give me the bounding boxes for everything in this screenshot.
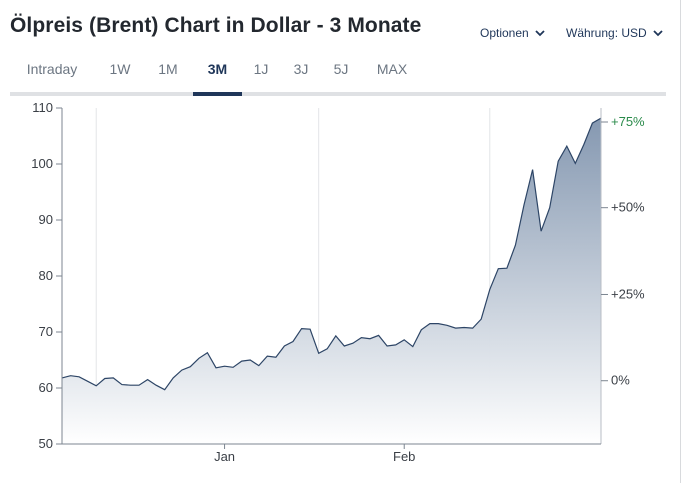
right-tick-label: 0% (611, 373, 630, 388)
y-tick-label: 110 (32, 100, 53, 115)
frame-border (680, 0, 681, 483)
tab-5j[interactable]: 5J (333, 61, 349, 77)
x-tick-label: Jan (214, 449, 235, 464)
tab-intraday[interactable]: Intraday (26, 61, 78, 77)
right-tick-label: +50% (611, 200, 645, 215)
x-tick-label: Feb (393, 449, 415, 464)
tab-1j[interactable]: 1J (253, 61, 269, 77)
price-area (62, 118, 601, 444)
price-chart: 50 60 70 80 90 100 110 +75% +50% +25% 0% Jan Feb (31, 100, 645, 464)
options-dropdown[interactable]: Optionen (480, 26, 545, 40)
chevron-down-icon (653, 29, 663, 36)
tab-3m[interactable]: 3M (193, 54, 242, 96)
tab-max[interactable]: MAX (376, 61, 408, 77)
y-tick-label: 100 (31, 156, 53, 171)
y-tick-label: 70 (39, 324, 53, 339)
y-tick-label: 60 (39, 380, 53, 395)
page-title: Ölpreis (Brent) Chart in Dollar - 3 Mona… (10, 14, 422, 37)
y-tick-label: 80 (39, 268, 53, 283)
chevron-down-icon (535, 29, 545, 36)
price-line (61, 117, 602, 391)
right-tick-label: +75% (611, 114, 645, 129)
tab-1m[interactable]: 1M (158, 61, 178, 77)
timerange-tabs: Intraday 1W 1M 3M 1J 3J 5J MAX (10, 54, 666, 96)
options-label: Optionen (480, 26, 529, 40)
y-tick-label: 90 (39, 212, 53, 227)
currency-dropdown[interactable]: Währung: USD (566, 26, 663, 40)
tab-1w[interactable]: 1W (109, 61, 131, 77)
y-tick-label: 50 (39, 436, 53, 451)
right-tick-label: +25% (611, 286, 645, 301)
currency-label: Währung: USD (566, 26, 647, 40)
tab-3j[interactable]: 3J (293, 61, 309, 77)
